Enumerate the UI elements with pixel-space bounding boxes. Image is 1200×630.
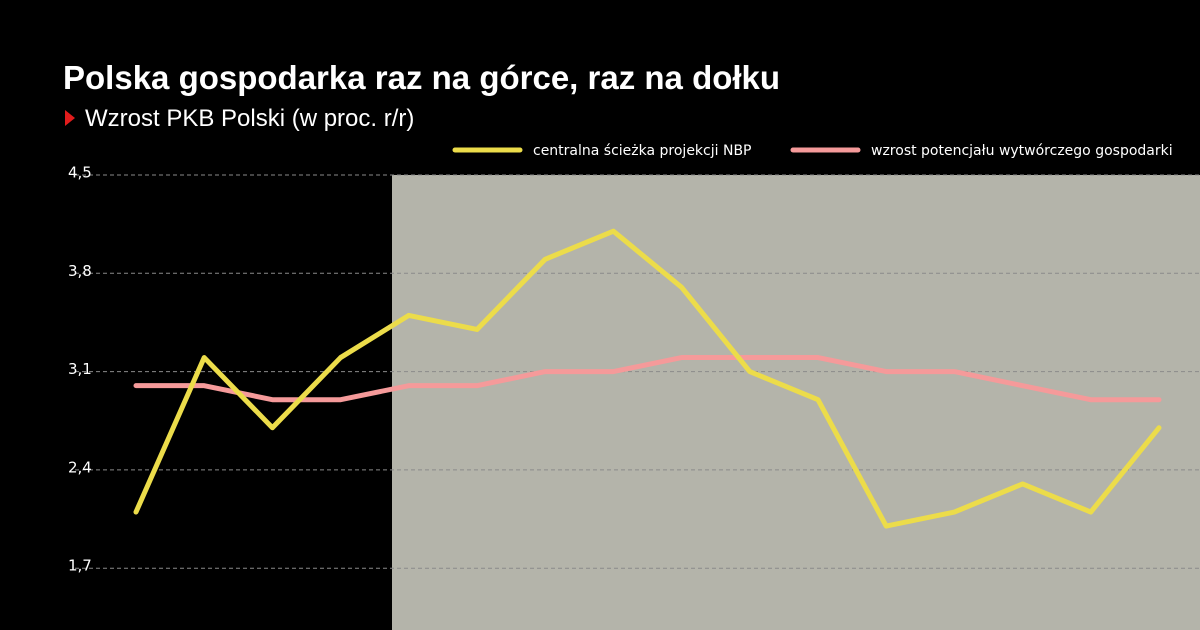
y-tick-label: 3,8 — [68, 262, 92, 280]
plot — [133, 228, 1162, 529]
grid: 1,7 2,4 3,1 3,8 4,5 — [68, 164, 1200, 575]
y-tick-label: 3,1 — [68, 360, 92, 378]
chart-subtitle: Wzrost PKB Polski (w proc. r/r) — [85, 105, 414, 132]
y-tick-label: 1,7 — [68, 557, 92, 575]
projection-area — [392, 175, 1200, 630]
series-line — [133, 355, 1162, 403]
legend-label: centralna ścieżka projekcji NBP — [533, 143, 752, 159]
legend-label: wzrost potencjału wytwórczego gospodarki — [871, 143, 1173, 159]
legend: centralna ścieżka projekcji NBP wzrost po… — [452, 143, 1173, 159]
chart-title: Polska gospodarka raz na górce, raz na d… — [63, 59, 780, 96]
series-line — [133, 228, 1162, 529]
y-tick-label: 4,5 — [68, 164, 92, 182]
subtitle-marker — [65, 110, 75, 126]
y-tick-label: 2,4 — [68, 458, 92, 476]
